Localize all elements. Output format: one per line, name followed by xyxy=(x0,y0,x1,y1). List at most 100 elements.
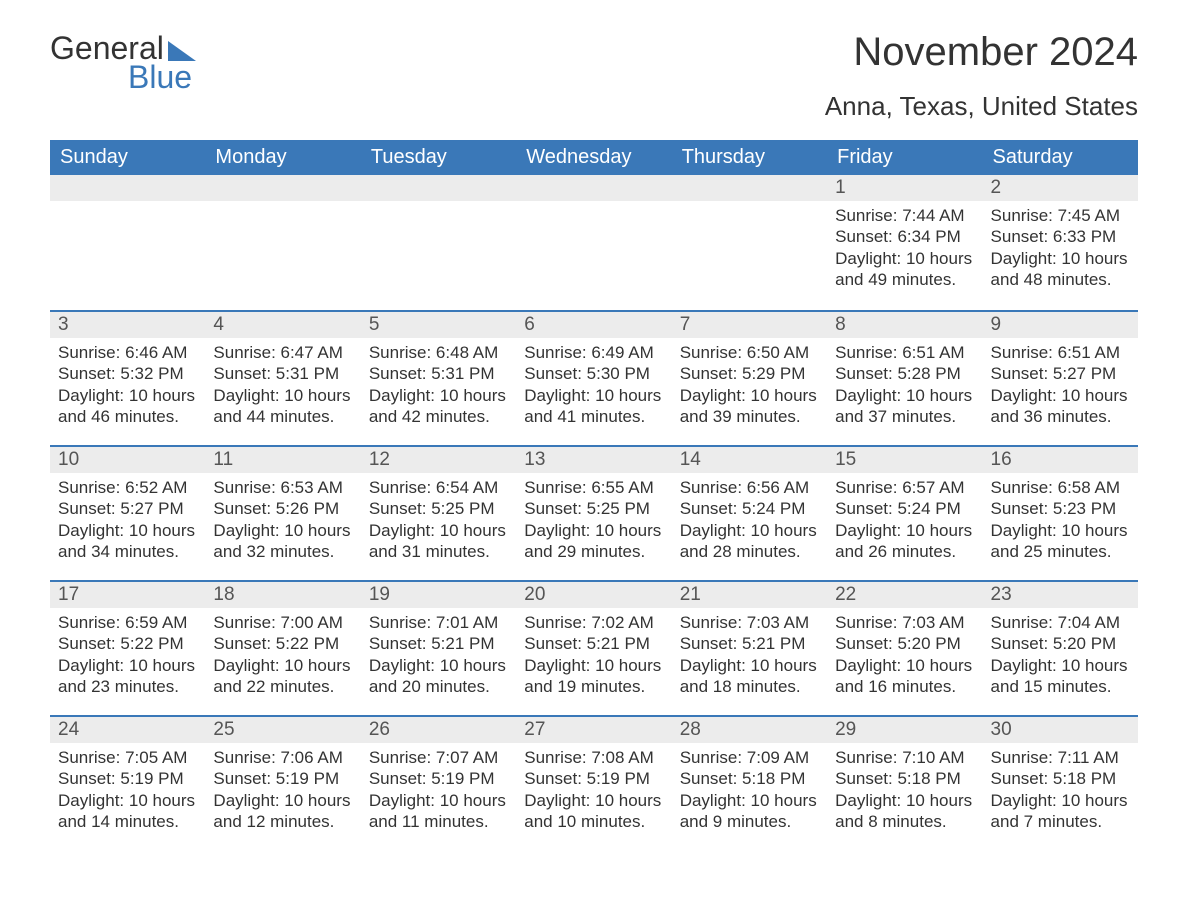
daylight-line: Daylight: 10 hours and 8 minutes. xyxy=(835,790,974,833)
calendar-cell: 20Sunrise: 7:02 AMSunset: 5:21 PMDayligh… xyxy=(516,580,671,715)
daylight-line: Daylight: 10 hours and 29 minutes. xyxy=(524,520,663,563)
day-content: Sunrise: 7:00 AMSunset: 5:22 PMDaylight:… xyxy=(205,608,360,701)
blank-day-numrow xyxy=(205,175,360,201)
day-content: Sunrise: 6:56 AMSunset: 5:24 PMDaylight:… xyxy=(672,473,827,566)
sunrise-line: Sunrise: 7:02 AM xyxy=(524,612,663,633)
calendar-cell: 16Sunrise: 6:58 AMSunset: 5:23 PMDayligh… xyxy=(983,445,1138,580)
header: General Blue November 2024 Anna, Texas, … xyxy=(50,30,1138,122)
day-number: 11 xyxy=(205,445,360,473)
calendar-cell: 4Sunrise: 6:47 AMSunset: 5:31 PMDaylight… xyxy=(205,310,360,445)
daylight-line: Daylight: 10 hours and 44 minutes. xyxy=(213,385,352,428)
day-content: Sunrise: 7:01 AMSunset: 5:21 PMDaylight:… xyxy=(361,608,516,701)
calendar-cell: 10Sunrise: 6:52 AMSunset: 5:27 PMDayligh… xyxy=(50,445,205,580)
calendar-cell: 23Sunrise: 7:04 AMSunset: 5:20 PMDayligh… xyxy=(983,580,1138,715)
daylight-line: Daylight: 10 hours and 26 minutes. xyxy=(835,520,974,563)
calendar-cell: 13 Sunrise: 6:55 AMSunset: 5:25 PMDayligh… xyxy=(516,445,671,580)
sunset-line: Sunset: 5:19 PM xyxy=(58,768,197,789)
day-content: Sunrise: 7:03 AMSunset: 5:21 PMDaylight:… xyxy=(672,608,827,701)
day-content: Sunrise: 6:46 AMSunset: 5:32 PMDaylight:… xyxy=(50,338,205,431)
calendar-cell: 30Sunrise: 7:11 AMSunset: 5:18 PMDayligh… xyxy=(983,715,1138,850)
sunrise-line: Sunrise: 6:58 AM xyxy=(991,477,1130,498)
daylight-line: Daylight: 10 hours and 20 minutes. xyxy=(369,655,508,698)
day-content: Sunrise: 6:58 AMSunset: 5:23 PMDaylight:… xyxy=(983,473,1138,566)
daylight-line: Daylight: 10 hours and 25 minutes. xyxy=(991,520,1130,563)
day-header: Wednesday xyxy=(516,140,671,175)
calendar-cell xyxy=(361,175,516,310)
daylight-line: Daylight: 10 hours and 18 minutes. xyxy=(680,655,819,698)
sunset-line: Sunset: 5:24 PM xyxy=(680,498,819,519)
calendar-cell: 2Sunrise: 7:45 AMSunset: 6:33 PMDaylight… xyxy=(983,175,1138,310)
daylight-line: Daylight: 10 hours and 9 minutes. xyxy=(680,790,819,833)
sunset-line: Sunset: 5:25 PM xyxy=(524,498,663,519)
calendar-cell: 28Sunrise: 7:09 AMSunset: 5:18 PMDayligh… xyxy=(672,715,827,850)
daylight-line: Daylight: 10 hours and 36 minutes. xyxy=(991,385,1130,428)
calendar-cell: 9Sunrise: 6:51 AMSunset: 5:27 PMDaylight… xyxy=(983,310,1138,445)
calendar-cell xyxy=(205,175,360,310)
daylight-line: Daylight: 10 hours and 37 minutes. xyxy=(835,385,974,428)
daylight-line: Daylight: 10 hours and 42 minutes. xyxy=(369,385,508,428)
calendar-cell: 12Sunrise: 6:54 AMSunset: 5:25 PMDayligh… xyxy=(361,445,516,580)
day-content: Sunrise: 7:09 AMSunset: 5:18 PMDaylight:… xyxy=(672,743,827,836)
day-number: 17 xyxy=(50,580,205,608)
sunrise-line: Sunrise: 6:53 AM xyxy=(213,477,352,498)
daylight-line: Daylight: 10 hours and 49 minutes. xyxy=(835,248,974,291)
day-number: 2 xyxy=(983,175,1138,201)
sunrise-line: Sunrise: 6:55 AM xyxy=(524,477,663,498)
day-number: 5 xyxy=(361,310,516,338)
sunset-line: Sunset: 5:20 PM xyxy=(835,633,974,654)
sunset-line: Sunset: 5:19 PM xyxy=(524,768,663,789)
day-content: Sunrise: 7:03 AMSunset: 5:20 PMDaylight:… xyxy=(827,608,982,701)
day-header: Monday xyxy=(205,140,360,175)
day-number: 16 xyxy=(983,445,1138,473)
calendar-cell xyxy=(672,175,827,310)
sunset-line: Sunset: 5:30 PM xyxy=(524,363,663,384)
calendar-cell: 14Sunrise: 6:56 AMSunset: 5:24 PMDayligh… xyxy=(672,445,827,580)
sunrise-line: Sunrise: 7:07 AM xyxy=(369,747,508,768)
daylight-line: Daylight: 10 hours and 10 minutes. xyxy=(524,790,663,833)
day-content: Sunrise: 6:57 AMSunset: 5:24 PMDaylight:… xyxy=(827,473,982,566)
blank-day-numrow xyxy=(672,175,827,201)
day-number: 29 xyxy=(827,715,982,743)
day-number: 15 xyxy=(827,445,982,473)
logo: General Blue xyxy=(50,30,196,96)
blank-day-numrow xyxy=(361,175,516,201)
sunset-line: Sunset: 5:25 PM xyxy=(369,498,508,519)
sunrise-line: Sunrise: 7:06 AM xyxy=(213,747,352,768)
calendar-cell: 19Sunrise: 7:01 AMSunset: 5:21 PMDayligh… xyxy=(361,580,516,715)
daylight-line: Daylight: 10 hours and 46 minutes. xyxy=(58,385,197,428)
daylight-line: Daylight: 10 hours and 19 minutes. xyxy=(524,655,663,698)
sunrise-line: Sunrise: 7:03 AM xyxy=(680,612,819,633)
day-number: 7 xyxy=(672,310,827,338)
sunrise-line: Sunrise: 7:44 AM xyxy=(835,205,974,226)
sunrise-line: Sunrise: 7:45 AM xyxy=(991,205,1130,226)
calendar-week: 10Sunrise: 6:52 AMSunset: 5:27 PMDayligh… xyxy=(50,445,1138,580)
month-title: November 2024 xyxy=(825,30,1138,75)
day-number: 25 xyxy=(205,715,360,743)
calendar-cell: 5Sunrise: 6:48 AMSunset: 5:31 PMDaylight… xyxy=(361,310,516,445)
calendar-week: 3Sunrise: 6:46 AMSunset: 5:32 PMDaylight… xyxy=(50,310,1138,445)
day-content: Sunrise: 6:52 AMSunset: 5:27 PMDaylight:… xyxy=(50,473,205,566)
calendar-cell: 18Sunrise: 7:00 AMSunset: 5:22 PMDayligh… xyxy=(205,580,360,715)
calendar-cell: 26Sunrise: 7:07 AMSunset: 5:19 PMDayligh… xyxy=(361,715,516,850)
day-number: 12 xyxy=(361,445,516,473)
day-header: Friday xyxy=(827,140,982,175)
calendar-cell: 22Sunrise: 7:03 AMSunset: 5:20 PMDayligh… xyxy=(827,580,982,715)
daylight-line: Daylight: 10 hours and 41 minutes. xyxy=(524,385,663,428)
calendar-table: SundayMondayTuesdayWednesdayThursdayFrid… xyxy=(50,140,1138,850)
calendar-cell: 24Sunrise: 7:05 AMSunset: 5:19 PMDayligh… xyxy=(50,715,205,850)
day-content: Sunrise: 6:51 AMSunset: 5:27 PMDaylight:… xyxy=(983,338,1138,431)
calendar-cell: 21Sunrise: 7:03 AMSunset: 5:21 PMDayligh… xyxy=(672,580,827,715)
daylight-line: Daylight: 10 hours and 34 minutes. xyxy=(58,520,197,563)
sunset-line: Sunset: 5:26 PM xyxy=(213,498,352,519)
calendar-cell: 17Sunrise: 6:59 AMSunset: 5:22 PMDayligh… xyxy=(50,580,205,715)
sunrise-line: Sunrise: 7:05 AM xyxy=(58,747,197,768)
sunset-line: Sunset: 5:18 PM xyxy=(680,768,819,789)
daylight-line: Daylight: 10 hours and 14 minutes. xyxy=(58,790,197,833)
daylight-line: Daylight: 10 hours and 11 minutes. xyxy=(369,790,508,833)
sunset-line: Sunset: 5:23 PM xyxy=(991,498,1130,519)
day-number: 30 xyxy=(983,715,1138,743)
day-number: 13 xyxy=(516,445,671,473)
daylight-line: Daylight: 10 hours and 23 minutes. xyxy=(58,655,197,698)
day-content: Sunrise: 6:54 AMSunset: 5:25 PMDaylight:… xyxy=(361,473,516,566)
sunrise-line: Sunrise: 7:11 AM xyxy=(991,747,1130,768)
